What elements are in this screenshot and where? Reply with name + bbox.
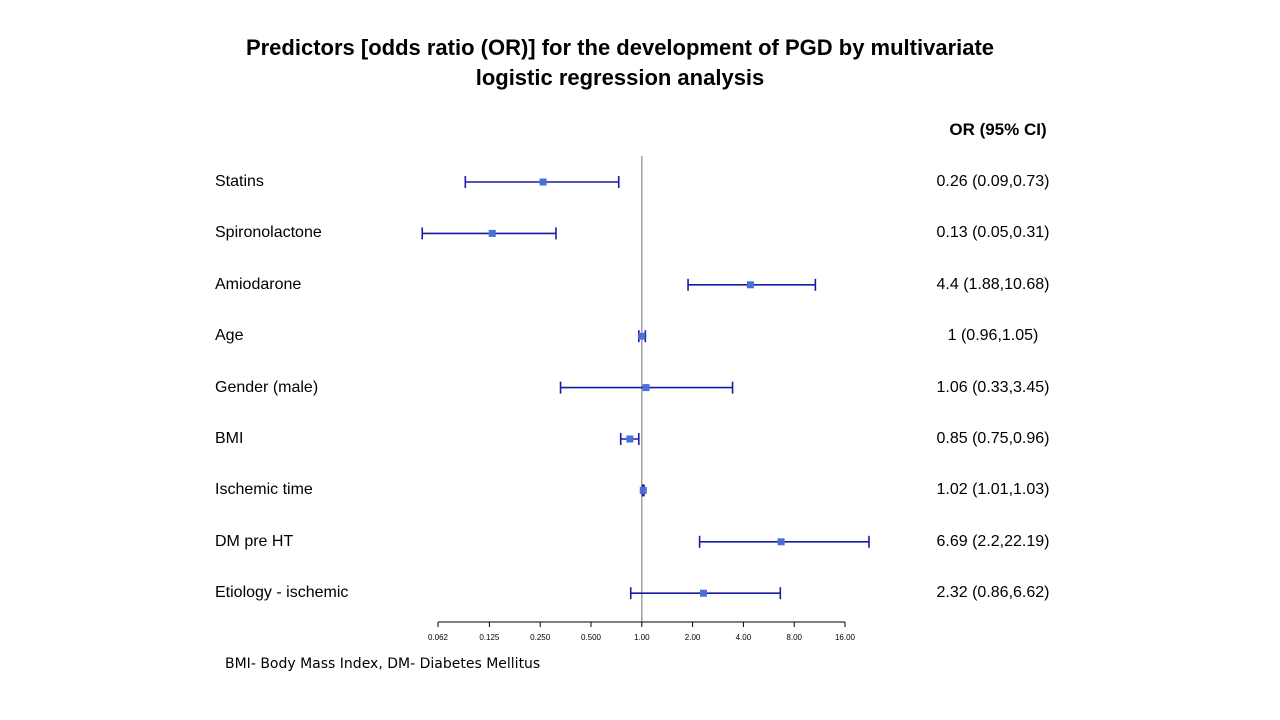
row-label: Etiology - ischemic — [215, 584, 349, 602]
row-label: Spironolactone — [215, 224, 322, 242]
row-label: DM pre HT — [215, 532, 294, 550]
x-tick-label: 0.250 — [530, 633, 551, 642]
row-ci-text: 2.32 (0.86,6.62) — [936, 584, 1050, 602]
or-point — [539, 178, 547, 186]
or-point — [626, 435, 634, 443]
or-point — [639, 486, 647, 494]
or-point — [699, 589, 707, 597]
x-tick-label: 0.500 — [581, 633, 602, 642]
row-label: Ischemic time — [215, 481, 313, 499]
x-tick-label: 16.00 — [835, 633, 856, 642]
or-point — [488, 229, 496, 237]
row-label: Amiodarone — [215, 275, 302, 293]
x-tick-label: 0.062 — [428, 633, 449, 642]
row-ci-text: 1.06 (0.33,3.45) — [936, 378, 1050, 396]
row-label: Statins — [215, 173, 264, 190]
x-tick-label: 2.00 — [685, 633, 701, 642]
or-point — [638, 332, 646, 340]
row-ci-text: 0.26 (0.09,0.73) — [936, 173, 1050, 190]
x-tick-label: 0.125 — [479, 633, 500, 642]
row-ci-text: 0.85 (0.75,0.96) — [936, 430, 1050, 447]
row-label: Gender (male) — [215, 378, 319, 396]
or-point — [746, 281, 754, 289]
row-ci-text: 1 (0.96,1.05) — [947, 327, 1039, 345]
row-ci-text: 1.02 (1.01,1.03) — [936, 481, 1050, 499]
row-ci-text: 4.4 (1.88,10.68) — [936, 275, 1050, 293]
chart-title: Predictors [odds ratio (OR)] for the dev… — [245, 35, 995, 90]
footnote: BMI- Body Mass Index, DM- Diabetes Melli… — [225, 656, 541, 672]
x-tick-label: 1.00 — [634, 633, 650, 642]
x-tick-label: 8.00 — [786, 633, 802, 642]
or-point — [642, 384, 650, 392]
row-ci-text: 6.69 (2.2,22.19) — [936, 532, 1050, 550]
or-point — [777, 538, 785, 546]
row-label: Age — [215, 327, 244, 345]
row-ci-text: 0.13 (0.05,0.31) — [936, 224, 1050, 242]
row-label: BMI — [215, 430, 244, 447]
x-tick-label: 4.00 — [736, 633, 752, 642]
ci-column-header: OR (95% CI) — [949, 120, 1047, 139]
